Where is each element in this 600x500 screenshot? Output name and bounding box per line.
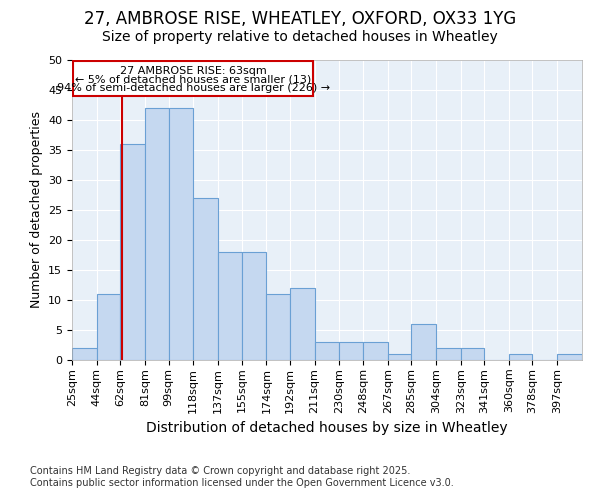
Bar xyxy=(314,342,340,360)
Bar xyxy=(97,294,120,360)
Text: Size of property relative to detached houses in Wheatley: Size of property relative to detached ho… xyxy=(102,30,498,44)
Bar xyxy=(461,348,484,360)
Bar xyxy=(363,342,388,360)
Bar xyxy=(145,108,169,360)
Bar xyxy=(242,252,266,360)
Bar xyxy=(120,144,145,360)
X-axis label: Distribution of detached houses by size in Wheatley: Distribution of detached houses by size … xyxy=(146,421,508,435)
Bar xyxy=(266,294,290,360)
Bar xyxy=(411,324,436,360)
Bar xyxy=(73,61,313,96)
Bar xyxy=(193,198,218,360)
Bar xyxy=(388,354,411,360)
Text: 27 AMBROSE RISE: 63sqm: 27 AMBROSE RISE: 63sqm xyxy=(120,66,266,76)
Bar xyxy=(436,348,461,360)
Bar xyxy=(557,354,582,360)
Bar xyxy=(340,342,363,360)
Bar xyxy=(290,288,314,360)
Text: 94% of semi-detached houses are larger (226) →: 94% of semi-detached houses are larger (… xyxy=(57,83,330,93)
Bar xyxy=(509,354,532,360)
Text: ← 5% of detached houses are smaller (13): ← 5% of detached houses are smaller (13) xyxy=(75,74,311,85)
Y-axis label: Number of detached properties: Number of detached properties xyxy=(29,112,43,308)
Bar xyxy=(169,108,193,360)
Text: Contains HM Land Registry data © Crown copyright and database right 2025.
Contai: Contains HM Land Registry data © Crown c… xyxy=(30,466,454,487)
Bar xyxy=(218,252,242,360)
Bar xyxy=(72,348,97,360)
Text: 27, AMBROSE RISE, WHEATLEY, OXFORD, OX33 1YG: 27, AMBROSE RISE, WHEATLEY, OXFORD, OX33… xyxy=(84,10,516,28)
